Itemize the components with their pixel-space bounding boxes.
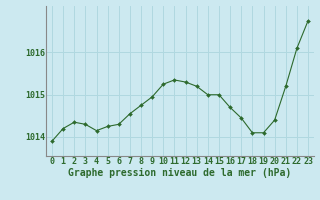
- X-axis label: Graphe pression niveau de la mer (hPa): Graphe pression niveau de la mer (hPa): [68, 168, 292, 178]
